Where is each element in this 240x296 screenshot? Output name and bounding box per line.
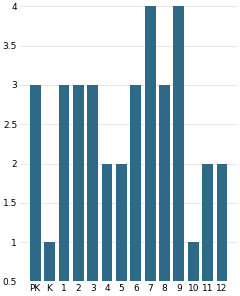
Bar <box>188 242 199 281</box>
Bar <box>145 6 156 281</box>
Bar <box>30 85 41 281</box>
Bar <box>159 85 170 281</box>
Bar <box>130 85 141 281</box>
Bar <box>116 163 127 281</box>
Bar <box>102 163 112 281</box>
Bar <box>73 85 84 281</box>
Bar <box>202 163 213 281</box>
Bar <box>44 242 55 281</box>
Bar <box>174 6 184 281</box>
Bar <box>87 85 98 281</box>
Bar <box>59 85 69 281</box>
Bar <box>216 163 227 281</box>
